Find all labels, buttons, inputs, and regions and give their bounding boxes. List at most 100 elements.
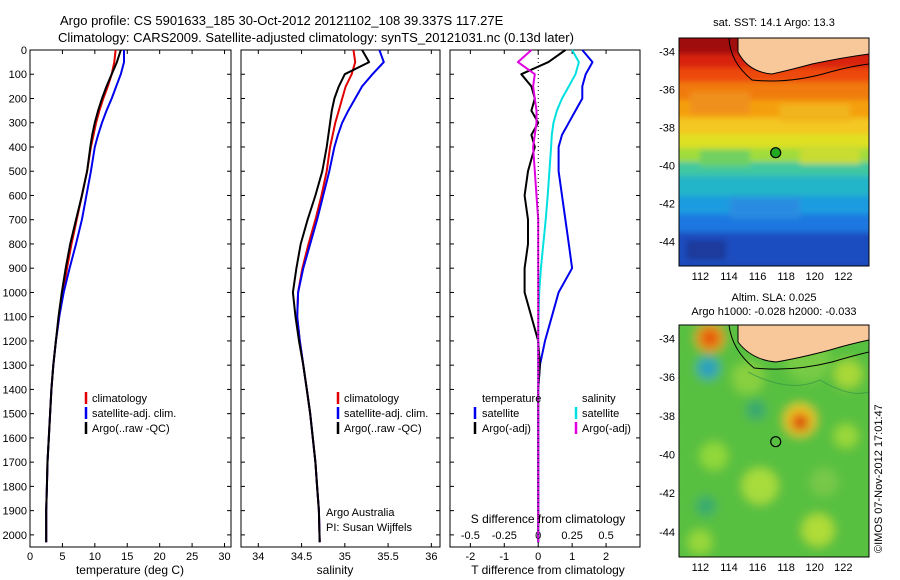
x-tick-label: 0 bbox=[27, 551, 33, 563]
map-y-tick-label: -34 bbox=[659, 46, 675, 58]
legend-heading-temperature: temperature bbox=[482, 393, 541, 405]
temperature-legend: climatology satellite-adj. clim. Argo(..… bbox=[84, 392, 176, 435]
y-tick-label: 1600 bbox=[3, 433, 27, 445]
x-top-tick-label: -0.5 bbox=[461, 530, 480, 542]
x-tick-label: 5 bbox=[59, 551, 65, 563]
x-tick-label: 1 bbox=[569, 551, 575, 563]
map-y-tick-label: -38 bbox=[659, 122, 675, 134]
y-tick-label: 400 bbox=[9, 142, 27, 154]
y-tick-label: 900 bbox=[9, 263, 27, 275]
map-x-tick-label: 122 bbox=[834, 271, 852, 283]
x-tick-label: -1 bbox=[499, 551, 509, 563]
salinity-axis-label: salinity bbox=[317, 563, 354, 577]
map-x-tick-label: 114 bbox=[720, 271, 738, 283]
legend-label-argo: Argo(..raw -QC) bbox=[344, 423, 422, 435]
y-tick-label: 600 bbox=[9, 190, 27, 202]
y-tick-label: 100 bbox=[9, 69, 27, 81]
axis-ticks-layer: 0100200300400500600700800900100011001200… bbox=[3, 45, 853, 574]
x-tick-label: 36 bbox=[425, 551, 437, 563]
sla-map-subtitle: Argo h1000: -0.028 h2000: -0.033 bbox=[691, 306, 856, 318]
salinity-panel-frame bbox=[240, 49, 441, 548]
profile-line-argo-raw-qc bbox=[291, 49, 371, 543]
map-y-tick-label: -34 bbox=[659, 334, 675, 346]
y-tick-label: 500 bbox=[9, 166, 27, 178]
legend-label-t-satellite: satellite bbox=[482, 408, 519, 420]
figure-title-line1: Argo profile: CS 5901633_185 30-Oct-2012… bbox=[60, 13, 504, 28]
map-y-tick-label: -42 bbox=[659, 198, 675, 210]
temperature-panel-frame bbox=[29, 49, 232, 548]
legend-label-satellite: satellite-adj. clim. bbox=[344, 408, 428, 420]
map-y-tick-label: -40 bbox=[659, 160, 675, 172]
y-tick-label: 1200 bbox=[3, 336, 27, 348]
sst-map-field bbox=[679, 38, 869, 266]
y-tick-label: 1000 bbox=[3, 287, 27, 299]
map-y-tick-label: -36 bbox=[659, 84, 675, 96]
y-tick-label: 200 bbox=[9, 93, 27, 105]
x-tick-label: 10 bbox=[89, 551, 101, 563]
y-tick-label: 700 bbox=[9, 215, 27, 227]
x-top-tick-label: 0.5 bbox=[598, 530, 613, 542]
x-top-tick-label: 0.25 bbox=[561, 530, 582, 542]
map-x-tick-label: 118 bbox=[777, 562, 795, 574]
map-y-tick-label: -44 bbox=[659, 236, 675, 248]
profile-line-climatology bbox=[296, 49, 357, 543]
profile-line-satellite bbox=[537, 49, 594, 543]
y-tick-label: 1100 bbox=[3, 312, 27, 324]
map-x-tick-label: 112 bbox=[692, 271, 710, 283]
difference-legend: temperature satellite Argo(-adj) salinit… bbox=[473, 393, 631, 435]
legend-label-climatology: climatology bbox=[92, 393, 148, 405]
y-tick-label: 800 bbox=[9, 239, 27, 251]
profile-line-satellite-adj-clim bbox=[45, 50, 125, 543]
map-x-tick-label: 114 bbox=[720, 562, 738, 574]
annotation-pi-name: PI: Susan Wijffels bbox=[326, 522, 412, 534]
x-tick-label: 34 bbox=[252, 551, 264, 563]
map-y-tick-label: -42 bbox=[659, 488, 675, 500]
map-y-tick-label: -36 bbox=[659, 372, 675, 384]
x-tick-label: -2 bbox=[465, 551, 475, 563]
imos-timestamp: ©IMOS 07-Nov-2012 17:01:47 bbox=[873, 404, 885, 553]
legend-label-s-argo: Argo(-adj) bbox=[582, 423, 631, 435]
temperature-axis-label: temperature (deg C) bbox=[76, 563, 184, 577]
y-tick-label: 1500 bbox=[3, 409, 27, 421]
sla-argo-marker bbox=[770, 436, 782, 448]
map-x-tick-label: 118 bbox=[777, 271, 795, 283]
sla-map-title: Altim. SLA: 0.025 bbox=[732, 292, 817, 304]
y-tick-label: 0 bbox=[21, 45, 27, 57]
legend-label-t-argo: Argo(-adj) bbox=[482, 423, 531, 435]
sst-map-frame bbox=[678, 37, 870, 267]
map-x-tick-label: 116 bbox=[749, 562, 767, 574]
profile-line-climatology bbox=[45, 49, 117, 543]
x-tick-label: 30 bbox=[218, 551, 230, 563]
profile-lines-layer bbox=[45, 49, 594, 543]
map-y-tick-label: -38 bbox=[659, 411, 675, 423]
salinity-legend: climatology satellite-adj. clim. Argo(..… bbox=[326, 392, 428, 534]
sst-map-title: sat. SST: 14.1 Argo: 13.3 bbox=[713, 17, 835, 29]
map-x-tick-label: 120 bbox=[806, 271, 824, 283]
legend-label-argo: Argo(..raw -QC) bbox=[92, 423, 170, 435]
legend-label-s-satellite: satellite bbox=[582, 408, 619, 420]
x-tick-label: 15 bbox=[121, 551, 133, 563]
profile-line-satellite-adj-clim bbox=[296, 49, 385, 543]
y-tick-label: 300 bbox=[9, 118, 27, 130]
legend-label-climatology: climatology bbox=[344, 393, 400, 405]
legend-label-satellite: satellite-adj. clim. bbox=[92, 408, 176, 420]
y-tick-label: 1300 bbox=[3, 360, 27, 372]
legend-heading-salinity: salinity bbox=[582, 393, 616, 405]
x-tick-label: 20 bbox=[154, 551, 166, 563]
x-tick-label: 2 bbox=[603, 551, 609, 563]
profile-line-argo-raw-qc bbox=[45, 49, 122, 543]
difference-panel-frame bbox=[449, 49, 641, 548]
sst-argo-marker bbox=[770, 147, 782, 159]
y-tick-label: 1800 bbox=[3, 481, 27, 493]
map-x-tick-label: 122 bbox=[834, 562, 852, 574]
x-top-tick-label: -0.25 bbox=[492, 530, 517, 542]
y-tick-label: 1900 bbox=[3, 506, 27, 518]
x-tick-label: 35 bbox=[339, 551, 351, 563]
x-tick-label: 25 bbox=[186, 551, 198, 563]
sla-map-field bbox=[679, 325, 869, 557]
y-tick-label: 1400 bbox=[3, 384, 27, 396]
map-x-tick-label: 120 bbox=[806, 562, 824, 574]
figure-title-line2: Climatology: CARS2009. Satellite-adjuste… bbox=[58, 30, 574, 45]
map-x-tick-label: 116 bbox=[749, 271, 767, 283]
